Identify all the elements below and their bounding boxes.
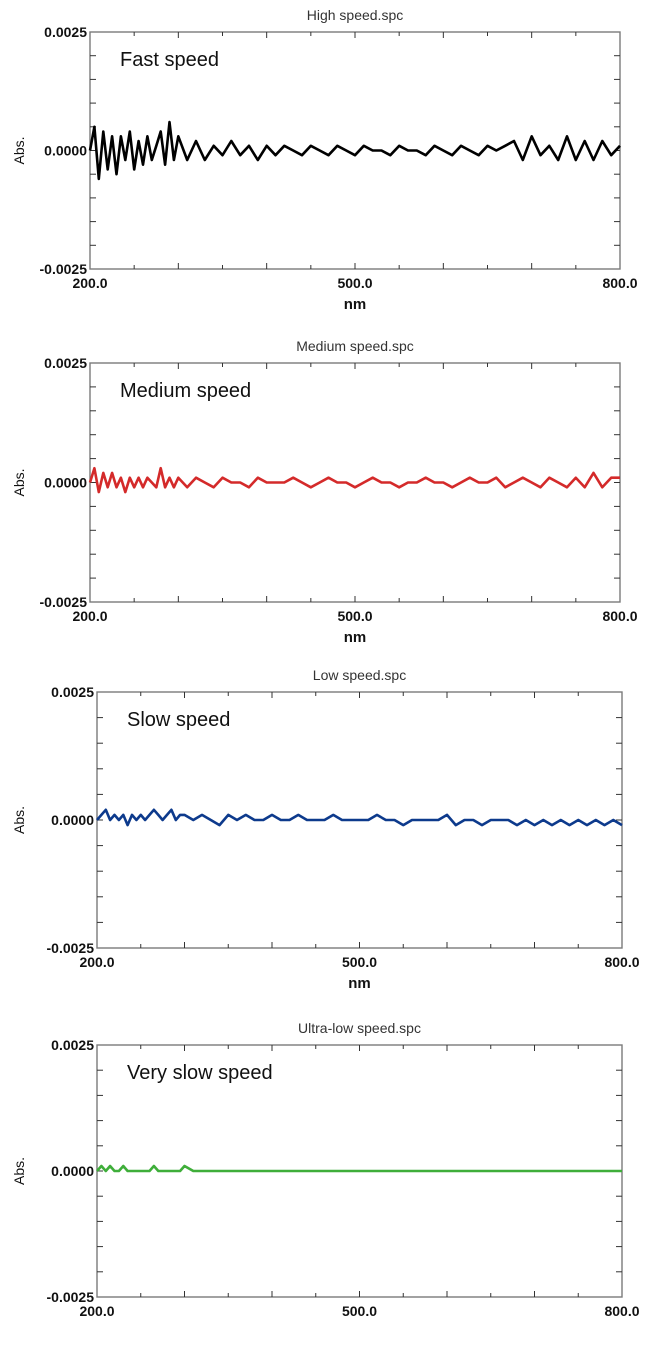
chart-annotation: Slow speed <box>127 709 230 731</box>
y-tick-label: 0.0000 <box>51 1163 94 1179</box>
y-tick-label: 0.0025 <box>44 355 87 371</box>
y-tick-label: 0.0000 <box>44 143 87 159</box>
x-tick-label: 500.0 <box>342 954 377 970</box>
series-line-4-1 <box>96 1164 622 1173</box>
series-line-3-1 <box>96 808 623 827</box>
x-tick-label: 200.0 <box>79 1303 114 1319</box>
chart-panel-3 <box>96 691 623 949</box>
chart-title: Medium speed.spc <box>296 338 414 354</box>
x-tick-label: 800.0 <box>604 954 639 970</box>
y-tick-label: 0.0000 <box>51 812 94 828</box>
y-axis-label: Abs. <box>11 136 27 164</box>
y-tick-label: -0.0025 <box>47 1289 95 1305</box>
x-axis-label: nm <box>344 296 367 313</box>
chart-panel-1 <box>88 31 621 270</box>
y-tick-label: -0.0025 <box>40 594 88 610</box>
x-tick-label: 500.0 <box>337 275 372 291</box>
chart-annotation: Fast speed <box>120 49 219 71</box>
series-line-2-1 <box>88 466 620 494</box>
x-axis-label: nm <box>348 975 371 992</box>
y-tick-label: 0.0025 <box>44 24 87 40</box>
y-tick-label: 0.0025 <box>51 1037 94 1053</box>
x-tick-label: 500.0 <box>342 1303 377 1319</box>
y-axis-label: Abs. <box>11 806 27 834</box>
y-tick-label: 0.0025 <box>51 684 94 700</box>
series-line-1-1 <box>88 120 621 181</box>
y-tick-label: 0.0000 <box>44 475 87 491</box>
chart-title: High speed.spc <box>307 7 404 23</box>
y-axis-label: Abs. <box>11 468 27 496</box>
chart-panel-2 <box>88 362 621 603</box>
y-tick-label: -0.0025 <box>47 940 95 956</box>
x-tick-label: 200.0 <box>79 954 114 970</box>
x-tick-label: 800.0 <box>602 275 637 291</box>
x-tick-label: 800.0 <box>602 608 637 624</box>
chart-title: Ultra-low speed.spc <box>298 1020 421 1036</box>
chart-panel-4 <box>96 1044 623 1298</box>
x-tick-label: 800.0 <box>604 1303 639 1319</box>
x-axis-label: nm <box>344 629 367 646</box>
chart-annotation: Medium speed <box>120 380 251 402</box>
chart-title: Low speed.spc <box>313 667 406 683</box>
x-tick-label: 500.0 <box>337 608 372 624</box>
x-tick-label: 200.0 <box>72 275 107 291</box>
chart-annotation: Very slow speed <box>127 1062 273 1084</box>
x-tick-label: 200.0 <box>72 608 107 624</box>
y-axis-label: Abs. <box>11 1157 27 1185</box>
y-tick-label: -0.0025 <box>40 261 88 277</box>
